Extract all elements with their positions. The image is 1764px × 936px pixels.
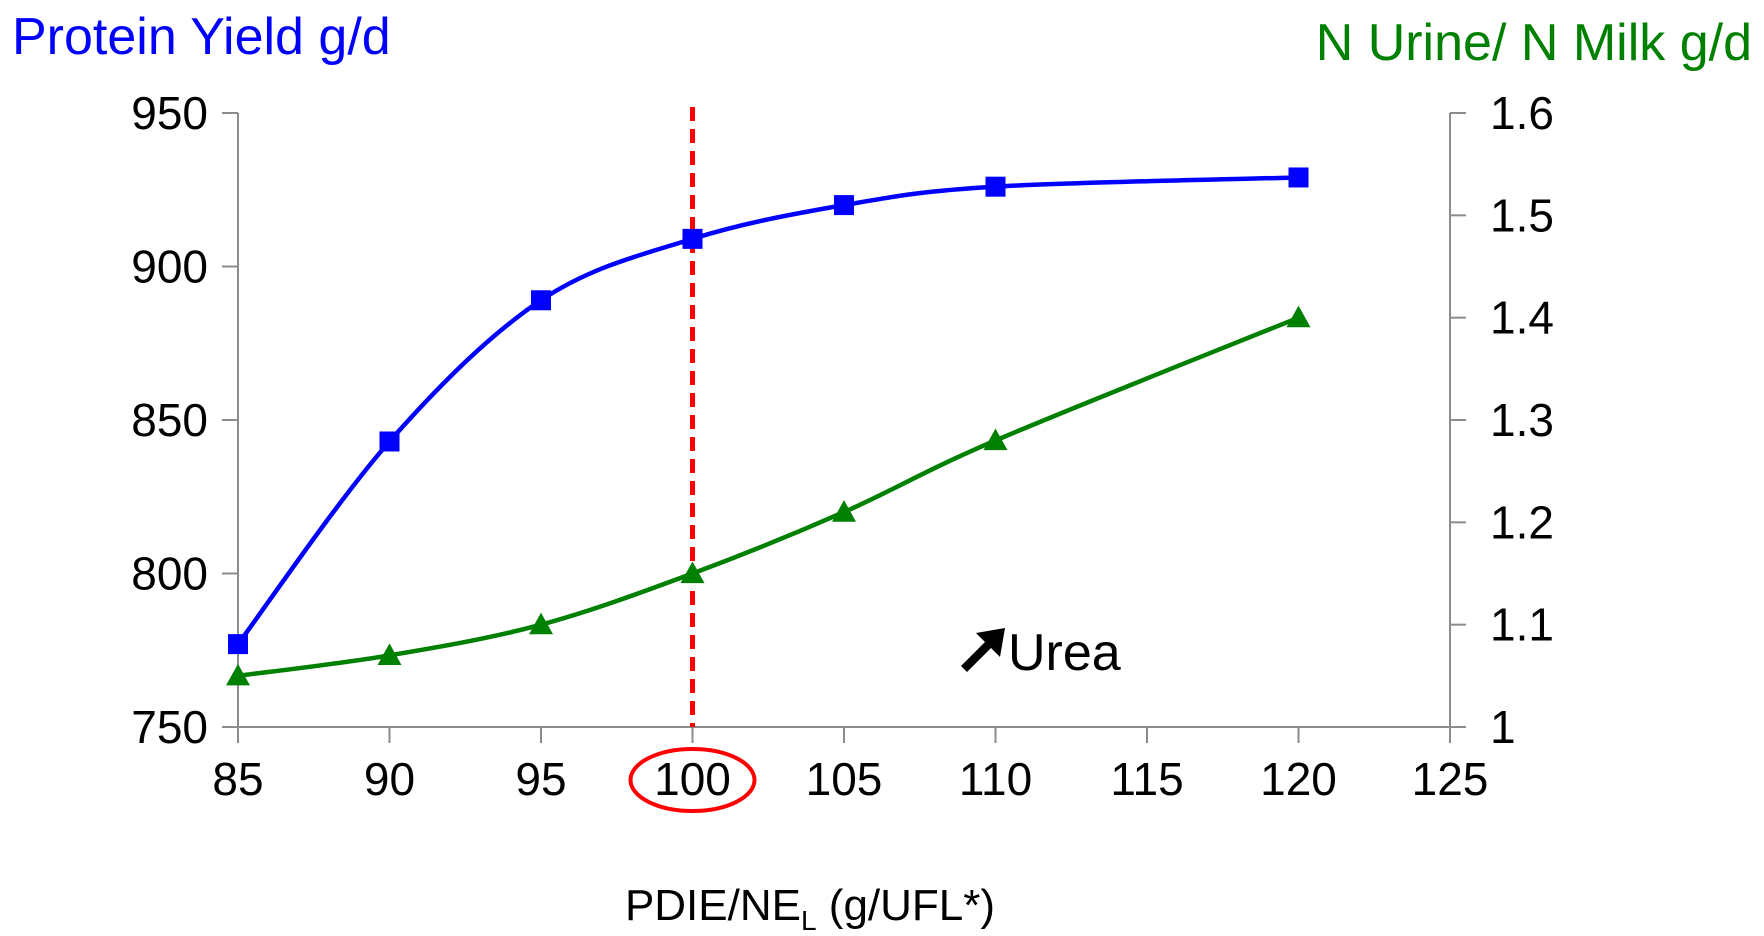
left-tick-label: 850	[131, 394, 208, 446]
data-point-triangle	[983, 428, 1008, 451]
data-point-square	[682, 228, 703, 249]
data-point-square	[985, 176, 1006, 197]
arrow-up-right-icon	[961, 628, 1005, 672]
right-tick-label: 1.3	[1490, 394, 1554, 446]
left-tick-label: 900	[131, 241, 208, 293]
right-axis-title: N Urine/ N Milk g/d	[1316, 14, 1752, 72]
x-tick-label: 110	[959, 753, 1032, 805]
data-point-square	[379, 431, 400, 452]
x-tick-label: 105	[806, 753, 883, 805]
right-tick-label: 1.1	[1490, 599, 1554, 651]
x-tick-label: 115	[1110, 753, 1183, 805]
left-axis-ticks: 950 900 850 800 750	[131, 87, 238, 753]
series-group	[226, 167, 1311, 686]
x-tick-label: 85	[212, 753, 263, 805]
left-axis-title: Protein Yield g/d	[12, 8, 391, 66]
x-axis-ticks: 85 90 95 100 105 110 115 120 125	[212, 727, 1489, 813]
x-tick-label: 125	[1412, 753, 1489, 805]
data-point-square	[1288, 167, 1309, 188]
x-axis-title: PDIE/NEL (g/UFL*)	[625, 881, 995, 936]
annotation-label: Urea	[1008, 624, 1121, 682]
data-point-triangle	[680, 561, 705, 584]
series-line	[236, 175, 1299, 646]
left-tick-label: 800	[131, 548, 208, 600]
data-point-triangle	[529, 612, 553, 635]
left-tick-label: 750	[131, 701, 208, 753]
right-tick-label: 1.4	[1490, 292, 1554, 344]
highlight-ellipse	[628, 747, 757, 813]
x-tick-label: 120	[1260, 753, 1337, 805]
data-point-square	[834, 195, 854, 216]
data-point-triangle	[1286, 305, 1311, 328]
data-point-square	[228, 634, 248, 655]
x-tick-label: 95	[515, 753, 566, 805]
right-tick-label: 1	[1490, 701, 1516, 753]
left-tick-label: 950	[131, 87, 208, 139]
right-tick-label: 1.2	[1490, 496, 1554, 548]
annotation: Urea	[961, 624, 1121, 682]
data-point-triangle	[377, 643, 402, 665]
x-tick-label: 100	[654, 753, 731, 805]
series-0	[228, 167, 1309, 655]
data-point-triangle	[226, 663, 250, 686]
data-point-triangle	[832, 500, 856, 522]
right-axis-ticks: 1.6 1.5 1.4 1.3 1.2 1.1 1	[1450, 87, 1554, 753]
series-1	[226, 305, 1311, 686]
x-tick-label: 90	[364, 753, 415, 805]
series-line	[237, 315, 1300, 679]
data-point-square	[531, 290, 551, 311]
right-tick-label: 1.5	[1490, 189, 1554, 241]
right-tick-label: 1.6	[1490, 87, 1554, 139]
